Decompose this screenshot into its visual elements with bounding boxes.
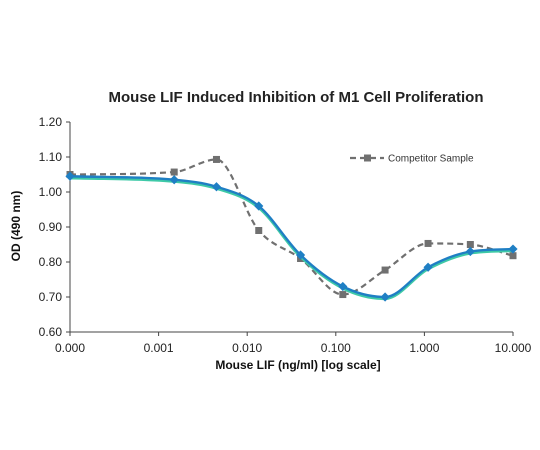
data-point-square (509, 252, 517, 260)
data-point-diamond (295, 250, 306, 260)
x-axis-label: Mouse LIF (ng/ml) [log scale] (215, 358, 380, 372)
y-tick-label: 0.70 (39, 290, 63, 304)
plot-area (65, 155, 518, 302)
data-point-square (339, 291, 347, 299)
data-point-square (381, 266, 389, 274)
data-point-diamond (169, 175, 179, 185)
data-point-diamond (380, 292, 390, 302)
data-point-square (255, 227, 263, 234)
x-tick-label: 0.000 (55, 341, 85, 355)
chart-title: Mouse LIF Induced Inhibition of M1 Cell … (109, 89, 484, 106)
x-tick-label: 1.000 (409, 341, 439, 355)
data-point-square (170, 168, 178, 176)
y-tick-label: 1.00 (39, 185, 63, 199)
data-point-diamond (423, 262, 433, 272)
legend: Competitor Sample (350, 154, 474, 165)
y-axis-label: OD (490 nm) (9, 191, 23, 262)
series-fit-line (69, 176, 514, 301)
x-tick-label: 10.000 (495, 341, 532, 355)
data-point-diamond (254, 201, 264, 211)
x-tick-label: 0.010 (232, 341, 262, 355)
data-point-square (466, 241, 474, 248)
axes: 0.60 0.70 0.80 0.90 1.00 1.10 1.20 0.000 0.001 0.… (39, 115, 532, 355)
x-tick-label: 0.100 (321, 341, 351, 355)
series-main (65, 171, 518, 302)
y-tick-label: 0.90 (39, 220, 63, 234)
y-tick-label: 1.20 (39, 115, 63, 129)
data-point-diamond (65, 171, 75, 181)
data-point-square (424, 239, 432, 247)
data-point-square (212, 155, 220, 163)
data-point-diamond (508, 244, 518, 254)
y-tick-label: 0.80 (39, 255, 63, 269)
legend-marker (364, 154, 371, 162)
x-tick-label: 0.001 (144, 341, 174, 355)
data-point-diamond (211, 182, 222, 192)
y-tick-label: 1.10 (39, 150, 63, 164)
data-point-diamond (465, 246, 475, 257)
data-point-diamond (338, 281, 348, 292)
series-line (69, 175, 514, 299)
y-tick-label: 0.60 (39, 325, 63, 339)
legend-label: Competitor Sample (388, 154, 474, 165)
